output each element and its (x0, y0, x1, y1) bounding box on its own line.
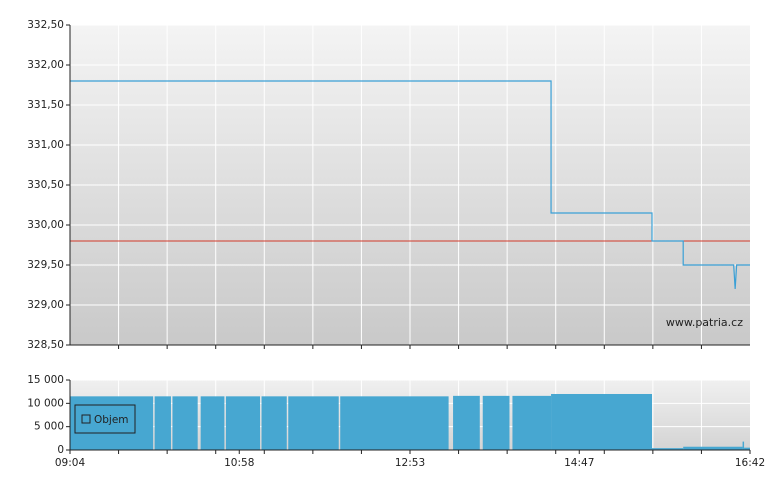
volume-bar (683, 446, 743, 450)
volume-bar (261, 396, 287, 450)
watermark: www.patria.cz (666, 316, 743, 329)
volume-bar (551, 394, 653, 450)
volume-bar (742, 441, 745, 450)
volume-bar (482, 395, 510, 450)
volume-bar (453, 395, 480, 450)
x-tick-label: 10:58 (224, 457, 254, 469)
volume-bar (512, 395, 552, 450)
y-tick-label: 331,00 (27, 139, 64, 151)
volume-bar (225, 396, 261, 450)
x-tick-label: 14:47 (564, 457, 594, 469)
volume-bar (744, 447, 750, 450)
y-tick-label: 15 000 (27, 374, 64, 386)
y-tick-label: 331,50 (27, 99, 64, 111)
y-tick-label: 328,50 (27, 339, 64, 351)
price-line (70, 80, 750, 290)
volume-bar (340, 396, 449, 450)
y-tick-label: 332,50 (27, 19, 64, 31)
legend-label: Objem (94, 414, 129, 426)
legend-swatch (81, 414, 91, 424)
volume-bar (200, 396, 225, 450)
volume-bar (288, 396, 339, 450)
y-tick-label: 330,00 (27, 219, 64, 231)
legend: Objem (74, 404, 136, 434)
legend-box (74, 404, 136, 434)
y-tick-label: 10 000 (27, 397, 64, 409)
y-tick-label: 330,50 (27, 179, 64, 191)
y-tick-label: 329,50 (27, 259, 64, 271)
volume-bar (652, 448, 684, 450)
x-tick-label: 09:04 (55, 457, 86, 469)
volume-bar (172, 396, 198, 450)
x-tick-label: 16:42 (735, 457, 765, 469)
x-tick-label: 12:53 (395, 457, 425, 469)
y-tick-label: 0 (57, 444, 64, 456)
y-tick-label: 329,00 (27, 299, 64, 311)
y-tick-label: 5 000 (34, 421, 64, 433)
volume-bar (154, 396, 171, 450)
y-tick-label: 332,00 (27, 59, 64, 71)
